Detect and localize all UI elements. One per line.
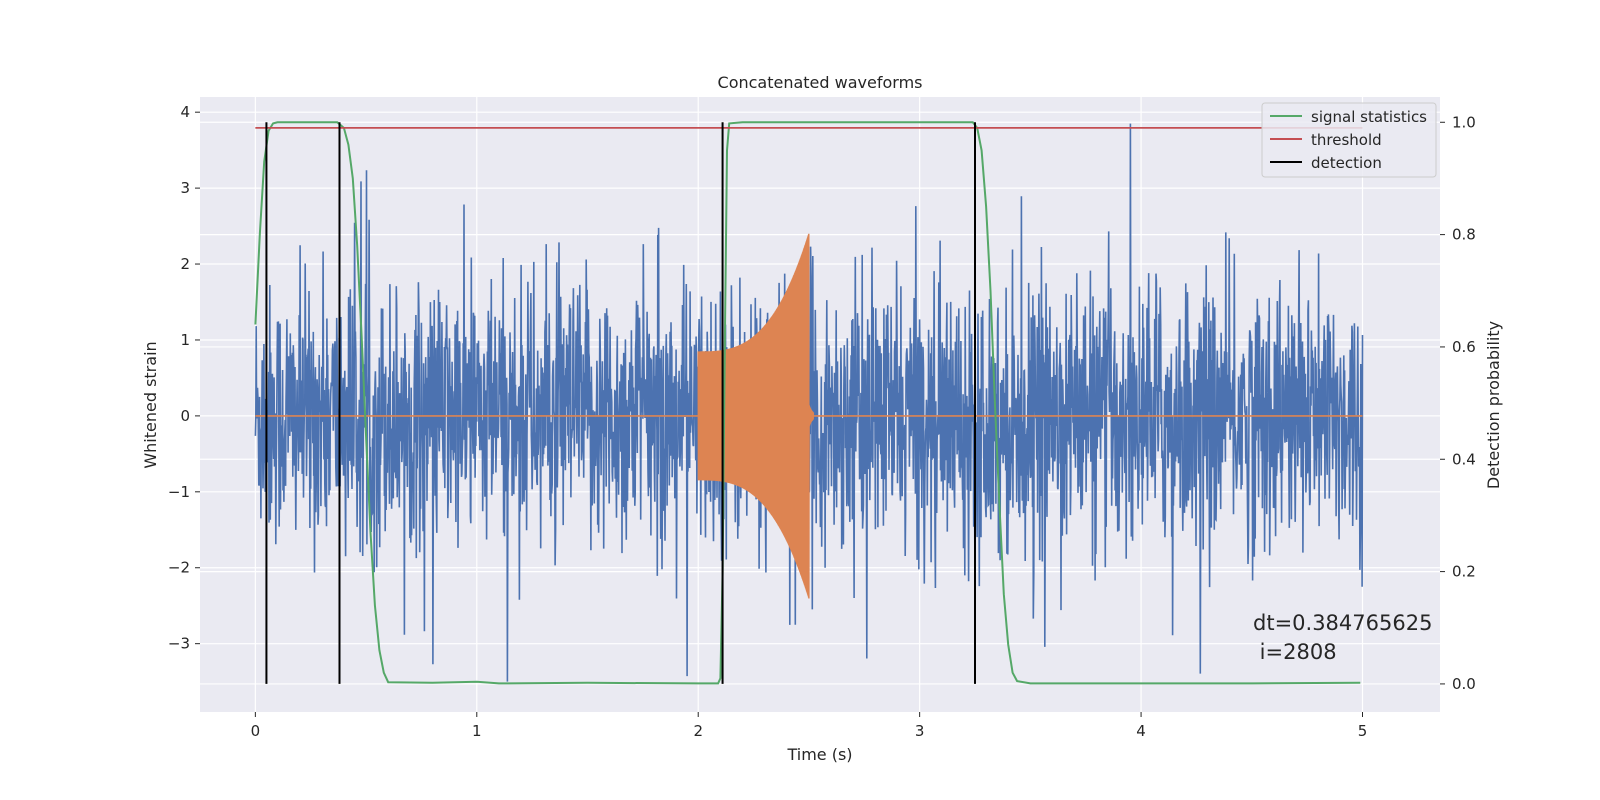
injection-series — [255, 233, 1363, 599]
y-tick-label: −2 — [168, 559, 190, 577]
legend-label-signal-statistics: signal statistics — [1311, 108, 1427, 126]
legend-label-detection: detection — [1311, 154, 1382, 172]
x-axis-label: Time (s) — [786, 745, 852, 764]
y-tick-label: 3 — [180, 179, 190, 197]
legend-label-threshold: threshold — [1311, 131, 1382, 149]
legend: signal statistics threshold detection — [1261, 102, 1437, 178]
y-tick-label: −3 — [168, 635, 190, 653]
x-tick-label: 3 — [915, 722, 925, 740]
y-tick-label: −1 — [168, 483, 190, 501]
x-tick-label: 4 — [1136, 722, 1146, 740]
y2-axis-label: Detection probability — [1484, 321, 1503, 489]
y-axis-ticks: −3 −2 −1 0 1 2 3 4 — [168, 103, 200, 653]
y-tick-label: 0 — [180, 407, 190, 425]
x-tick-label: 1 — [472, 722, 482, 740]
x-tick-label: 2 — [693, 722, 703, 740]
legend-box — [1261, 102, 1437, 178]
y2-tick-label: 0.4 — [1452, 450, 1476, 468]
annotation-i: i=2808 — [1253, 640, 1337, 664]
x-axis-ticks: 0 1 2 3 4 5 — [251, 712, 1368, 740]
y2-tick-label: 0.8 — [1452, 226, 1476, 244]
y2-tick-label: 0.6 — [1452, 338, 1476, 356]
x-tick-label: 0 — [251, 722, 261, 740]
signal-statistics-series — [254, 121, 1361, 685]
x-tick-label: 5 — [1358, 722, 1368, 740]
y2-tick-label: 1.0 — [1452, 113, 1476, 131]
y-tick-label: 4 — [180, 103, 190, 121]
injection-line — [697, 233, 815, 599]
y2-axis-ticks: 0.0 0.2 0.4 0.6 0.8 1.0 — [1440, 113, 1476, 693]
y-tick-label: 2 — [180, 255, 190, 273]
y2-tick-label: 0.0 — [1452, 675, 1476, 693]
annotation-dt: dt=0.384765625 — [1253, 611, 1432, 635]
y-tick-label: 1 — [180, 331, 190, 349]
y2-tick-label: 0.2 — [1452, 563, 1476, 581]
detection-series — [265, 122, 976, 684]
y-axis-label: Whitened strain — [141, 341, 160, 468]
plot-area — [254, 121, 1364, 685]
chart-title: Concatenated waveforms — [718, 73, 923, 92]
signal-statistics-line — [254, 121, 1361, 685]
